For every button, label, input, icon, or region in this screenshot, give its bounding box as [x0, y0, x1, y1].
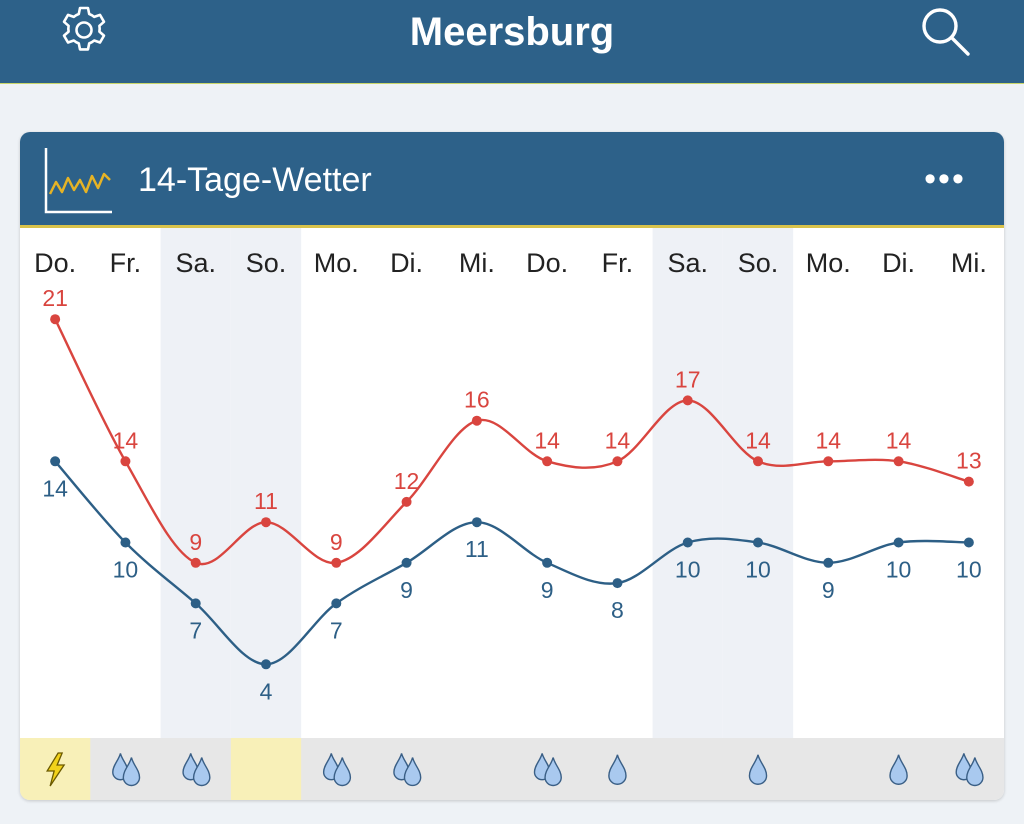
low-temperature-point	[893, 537, 904, 548]
high-temperature-label: 14	[605, 427, 631, 453]
thunderstorm-icon	[45, 752, 66, 787]
low-temperature-point	[753, 537, 763, 548]
low-temperature-label: 11	[465, 536, 489, 562]
high-temperature-point	[542, 456, 553, 467]
high-temperature-point	[753, 456, 763, 467]
high-temperature-label: 13	[956, 448, 982, 474]
low-temperature-point	[120, 537, 131, 548]
search-icon[interactable]	[918, 4, 972, 58]
icon-highlight	[230, 738, 302, 800]
day-label: Do.	[526, 248, 568, 278]
high-temperature-point	[682, 395, 693, 406]
high-temperature-label: 14	[745, 427, 771, 453]
heavy-rain-icon	[955, 753, 984, 787]
low-temperature-point	[331, 598, 342, 609]
high-temperature-point	[893, 456, 904, 467]
temperature-chart: Do. Fr. Sa. So. Mo. Di. Mi. Do. Fr. Sa. So. Mo. Di. M…	[20, 228, 1004, 800]
day-label: So.	[246, 248, 287, 278]
high-temperature-point	[471, 415, 482, 426]
day-label: Fr.	[602, 248, 634, 278]
low-temperature-point	[261, 659, 271, 670]
high-temperature-label: 9	[330, 529, 343, 555]
more-menu-button[interactable]: •••	[924, 160, 966, 198]
low-temperature-label: 9	[822, 577, 835, 603]
weather-icon-strip	[20, 738, 1004, 800]
day-label: Di.	[882, 248, 915, 278]
high-temperature-label: 12	[394, 468, 420, 494]
high-temperature-label: 21	[42, 285, 68, 311]
low-temperature-label: 4	[260, 678, 273, 704]
heavy-rain-icon	[533, 753, 562, 787]
low-temperature-label: 7	[189, 617, 202, 643]
light-rain-icon	[608, 754, 627, 785]
day-label: Sa.	[667, 248, 708, 278]
high-temperature-label: 14	[534, 427, 560, 453]
low-temperature-point	[471, 517, 482, 528]
low-temperature-point	[542, 557, 553, 568]
high-temperature-label: 11	[254, 488, 278, 514]
low-temperature-point	[963, 537, 974, 548]
high-temperature-point	[190, 557, 201, 568]
page-title: Meersburg	[409, 10, 615, 54]
weekend-band	[160, 228, 231, 738]
card-header: 14-Tage-Wetter •••	[20, 132, 1004, 228]
card-title: 14-Tage-Wetter	[138, 161, 372, 199]
low-temperature-label: 14	[42, 475, 68, 501]
day-label: Mo.	[806, 248, 851, 278]
chart-icon	[44, 148, 112, 214]
low-temperature-point	[50, 456, 61, 467]
gear-icon[interactable]	[58, 4, 110, 56]
light-rain-icon	[748, 754, 768, 785]
high-temperature-point	[331, 557, 342, 568]
high-temperature-point	[120, 456, 131, 467]
heavy-rain-icon	[182, 753, 211, 787]
high-temperature-label: 9	[189, 529, 202, 555]
day-label: Mi.	[951, 248, 987, 278]
forecast-card: 14-Tage-Wetter ••• Do. Fr. Sa. So. Mo. Di. Mi.…	[20, 132, 1004, 800]
weekend-band	[722, 228, 794, 738]
low-temperature-label: 7	[330, 617, 343, 643]
app-header: Meersburg	[0, 0, 1024, 84]
low-temperature-point	[682, 537, 693, 548]
high-temperature-point	[261, 517, 271, 528]
low-temperature-label: 10	[886, 557, 912, 583]
high-temperature-label: 16	[464, 387, 490, 413]
low-temperature-point	[190, 598, 201, 609]
high-temperature-point	[823, 456, 834, 467]
high-temperature-label: 14	[886, 427, 912, 453]
day-label: So.	[738, 248, 779, 278]
low-temperature-label: 10	[956, 557, 982, 583]
low-temperature-label: 9	[541, 577, 554, 603]
high-temperature-label: 17	[675, 366, 701, 392]
day-label: Mo.	[314, 248, 359, 278]
day-label: Do.	[34, 248, 76, 278]
high-temperature-label: 14	[815, 427, 841, 453]
high-temperature-point	[50, 314, 61, 325]
low-temperature-label: 10	[745, 557, 771, 583]
high-temperature-point	[612, 456, 623, 467]
low-temperature-point	[401, 557, 412, 568]
light-rain-icon	[889, 754, 908, 785]
low-temperature-label: 8	[611, 597, 624, 623]
weekend-band	[652, 228, 723, 738]
low-temperature-label: 9	[400, 577, 413, 603]
low-temperature-point	[612, 578, 623, 589]
heavy-rain-icon	[393, 753, 422, 787]
high-temperature-label: 14	[113, 427, 139, 453]
low-temperature-label: 10	[675, 557, 701, 583]
high-temperature-point	[963, 476, 974, 487]
heavy-rain-icon	[322, 753, 352, 787]
day-label: Mi.	[459, 248, 495, 278]
low-temperature-point	[823, 557, 834, 568]
day-label: Di.	[390, 248, 423, 278]
high-temperature-point	[401, 496, 412, 507]
day-label: Fr.	[110, 248, 142, 278]
heavy-rain-icon	[112, 753, 141, 787]
day-label: Sa.	[175, 248, 216, 278]
low-temperature-label: 10	[113, 557, 139, 583]
